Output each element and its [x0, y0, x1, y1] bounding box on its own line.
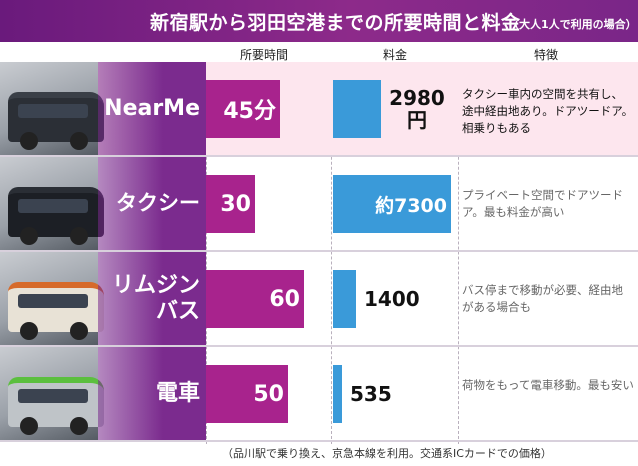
- bus-photo: [0, 252, 104, 345]
- time-label: 45分: [223, 99, 276, 124]
- transport-name: タクシー: [116, 191, 200, 216]
- title-note: （大人1人で利用の場合）: [508, 18, 637, 31]
- transport-name: 電車: [155, 380, 200, 406]
- fare-bar: [333, 270, 356, 328]
- feature-text: 荷物をもって電車移動。最も安い: [462, 378, 634, 392]
- row-label-band: NearMe: [98, 62, 206, 155]
- fare-label: 約7300: [375, 194, 447, 217]
- comparison-table: NearMe 45分 2980円 タクシー車内の空間を共有し、途中経由地あり。ドアツー…: [0, 62, 638, 444]
- vehicle-wheel: [20, 132, 38, 150]
- footer-note: （品川駅で乗り換え、京急本線を利用。交通系ICカードでの価格）: [222, 447, 552, 460]
- vehicle-graphic: [8, 187, 104, 245]
- time-bar: [206, 80, 280, 138]
- vehicle-wheel: [20, 417, 38, 435]
- vehicle-wheel: [20, 322, 38, 340]
- column-separator: [458, 62, 459, 444]
- time-label: 30: [220, 191, 251, 217]
- column-header-time: 所要時間: [240, 48, 289, 62]
- column-separator: [331, 62, 332, 444]
- taxi-photo: [0, 157, 104, 250]
- train-photo: [0, 347, 104, 440]
- row-label-band: リムジンバス: [98, 252, 206, 345]
- vehicle-window: [18, 104, 88, 118]
- fare-label: 1400: [364, 287, 420, 311]
- fare-bar: [333, 175, 451, 233]
- row-label-band: 電車: [98, 347, 206, 440]
- feature-text: タクシー車内の空間を共有し、途中経由地あり。ドアツードア。相乗りもある: [462, 87, 634, 135]
- time-bar: [206, 175, 255, 233]
- table-row: タクシー 30 約7300 プライベート空間でドアツードア。最も料金が高い: [0, 157, 638, 252]
- fare-bar: [333, 365, 342, 423]
- time-label: 50: [253, 381, 284, 407]
- vehicle-window: [18, 294, 88, 308]
- transport-name: NearMe: [104, 95, 200, 121]
- fare-bar: [333, 80, 381, 138]
- vehicle-window: [18, 389, 88, 403]
- column-header-feature: 特徴: [534, 48, 559, 62]
- feature-text: プライベート空間でドアツードア。最も料金が高い: [462, 188, 623, 219]
- title-bar: 新宿駅から羽田空港までの所要時間と料金 （大人1人で利用の場合）: [0, 0, 638, 42]
- vehicle-graphic: [8, 282, 104, 340]
- vehicle-wheel: [20, 227, 38, 245]
- vehicle-graphic: [8, 377, 104, 435]
- table-row: 電車 50 535 荷物をもって電車移動。最も安い: [0, 347, 638, 442]
- vehicle-window: [18, 199, 88, 213]
- vehicle-wheel: [70, 227, 88, 245]
- time-bar: [206, 365, 288, 423]
- vehicle-wheel: [70, 132, 88, 150]
- row-label-band: タクシー: [98, 157, 206, 250]
- table-row: NearMe 45分 2980円 タクシー車内の空間を共有し、途中経由地あり。ドアツー…: [0, 62, 638, 157]
- column-separator: [206, 62, 207, 444]
- table-row: リムジンバス 60 1400 バス停まで移動が必要、経由地がある場合も: [0, 252, 638, 347]
- van-photo: [0, 62, 104, 155]
- feature-text: バス停まで移動が必要、経由地がある場合も: [462, 283, 623, 314]
- column-header-fare: 料金: [383, 48, 408, 62]
- time-bar: [206, 270, 304, 328]
- transport-name: リムジンバス: [111, 273, 200, 324]
- vehicle-graphic: [8, 92, 104, 150]
- vehicle-wheel: [70, 322, 88, 340]
- fare-label: 2980円: [389, 86, 445, 132]
- time-label: 60: [269, 286, 300, 312]
- fare-label: 535: [350, 382, 392, 406]
- chart-title: 新宿駅から羽田空港までの所要時間と料金: [150, 12, 521, 34]
- vehicle-wheel: [70, 417, 88, 435]
